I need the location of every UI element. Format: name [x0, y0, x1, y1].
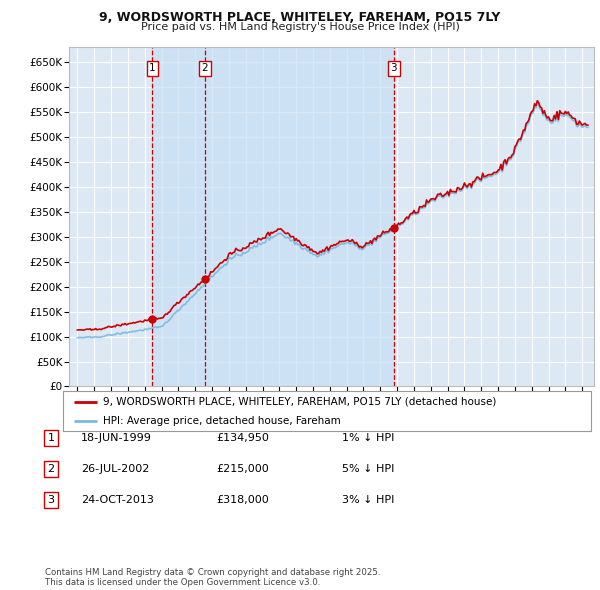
- Text: 24-OCT-2013: 24-OCT-2013: [81, 495, 154, 504]
- Text: 18-JUN-1999: 18-JUN-1999: [81, 433, 152, 442]
- Text: Contains HM Land Registry data © Crown copyright and database right 2025.
This d: Contains HM Land Registry data © Crown c…: [45, 568, 380, 587]
- Text: 2: 2: [47, 464, 55, 474]
- Text: 3% ↓ HPI: 3% ↓ HPI: [342, 495, 394, 504]
- Bar: [152, 47, 205, 386]
- Text: 2: 2: [202, 63, 208, 73]
- Text: £215,000: £215,000: [216, 464, 269, 474]
- Text: 26-JUL-2002: 26-JUL-2002: [81, 464, 149, 474]
- Text: HPI: Average price, detached house, Fareham: HPI: Average price, detached house, Fare…: [103, 416, 340, 425]
- Text: Price paid vs. HM Land Registry's House Price Index (HPI): Price paid vs. HM Land Registry's House …: [140, 22, 460, 32]
- Bar: [205, 47, 394, 386]
- Text: 9, WORDSWORTH PLACE, WHITELEY, FAREHAM, PO15 7LY (detached house): 9, WORDSWORTH PLACE, WHITELEY, FAREHAM, …: [103, 397, 496, 407]
- Text: 5% ↓ HPI: 5% ↓ HPI: [342, 464, 394, 474]
- Text: 3: 3: [47, 495, 55, 504]
- Text: 1: 1: [47, 433, 55, 442]
- Text: £318,000: £318,000: [216, 495, 269, 504]
- Text: £134,950: £134,950: [216, 433, 269, 442]
- Text: 3: 3: [391, 63, 397, 73]
- Text: 1: 1: [149, 63, 156, 73]
- Text: 9, WORDSWORTH PLACE, WHITELEY, FAREHAM, PO15 7LY: 9, WORDSWORTH PLACE, WHITELEY, FAREHAM, …: [100, 11, 500, 24]
- Text: 1% ↓ HPI: 1% ↓ HPI: [342, 433, 394, 442]
